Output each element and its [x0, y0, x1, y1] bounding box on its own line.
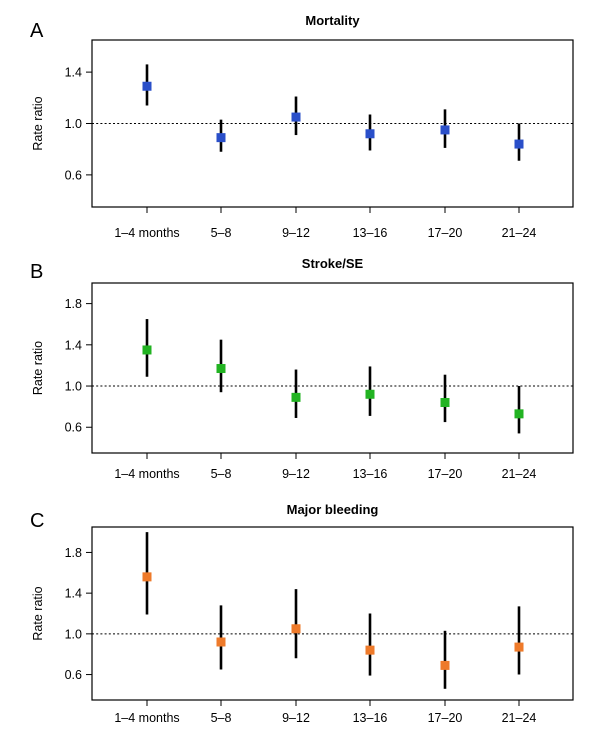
panel-letter: B [30, 261, 43, 283]
x-tick-label: 13–16 [353, 467, 388, 481]
y-tick-label: 0.6 [65, 168, 82, 182]
x-tick-label: 5–8 [211, 711, 232, 725]
x-tick-label: 5–8 [211, 226, 232, 240]
panel-letter: A [30, 20, 44, 42]
data-point [291, 392, 301, 402]
x-tick-label: 17–20 [428, 467, 463, 481]
y-tick-label: 1.8 [65, 546, 82, 560]
data-point [514, 642, 524, 652]
chart-panel-a: A Mortality 0.6 1.0 1.4 Rate ratio 1–4 months 5… [30, 13, 574, 240]
plot-frame [91, 282, 574, 454]
x-tick-label: 21–24 [502, 226, 537, 240]
chart-panel-c: C Major bleeding 0.6 1.0 1.4 1.8 Rate ratio 1–4… [30, 502, 574, 725]
data-point [142, 81, 152, 91]
x-tick-label: 21–24 [502, 711, 537, 725]
chart-title: Mortality [305, 13, 360, 28]
y-tick-label: 1.0 [65, 627, 82, 641]
y-tick-label: 0.6 [65, 668, 82, 682]
x-tick-label: 1–4 months [114, 711, 179, 725]
y-axis-label: Rate ratio [31, 586, 45, 640]
x-tick-label: 9–12 [282, 467, 310, 481]
x-tick-label: 1–4 months [114, 226, 179, 240]
x-tick-label: 13–16 [353, 711, 388, 725]
data-point [514, 139, 524, 149]
x-tick-label: 21–24 [502, 467, 537, 481]
data-point [291, 112, 301, 122]
x-tick-label: 5–8 [211, 467, 232, 481]
chart-title: Major bleeding [287, 502, 379, 517]
data-point [216, 364, 226, 374]
panel-letter: C [30, 510, 44, 532]
y-tick-label: 1.0 [65, 117, 82, 131]
data-point [440, 398, 450, 408]
y-tick-label: 1.4 [65, 338, 82, 352]
data-point [291, 624, 301, 634]
data-point [142, 572, 152, 582]
data-point [216, 133, 226, 143]
y-tick-label: 1.0 [65, 380, 82, 394]
data-point [440, 660, 450, 670]
x-tick-label: 9–12 [282, 226, 310, 240]
y-axis-label: Rate ratio [31, 341, 45, 395]
chart-panel-b: B Stroke/SE 0.6 1.0 1.4 1.8 Rate ratio 1–4 mont… [30, 256, 574, 481]
plot-frame [91, 526, 574, 701]
chart-title: Stroke/SE [302, 256, 364, 271]
data-point [216, 637, 226, 647]
data-point [365, 389, 375, 399]
y-tick-label: 1.4 [65, 587, 82, 601]
data-point [365, 129, 375, 139]
x-tick-label: 13–16 [353, 226, 388, 240]
y-axis-label: Rate ratio [31, 96, 45, 150]
y-tick-label: 0.6 [65, 421, 82, 435]
y-tick-label: 1.8 [65, 297, 82, 311]
x-tick-label: 9–12 [282, 711, 310, 725]
data-point [514, 409, 524, 419]
x-tick-label: 17–20 [428, 711, 463, 725]
data-point [365, 645, 375, 655]
x-tick-label: 17–20 [428, 226, 463, 240]
data-point [142, 345, 152, 355]
data-point [440, 125, 450, 135]
y-tick-label: 1.4 [65, 66, 82, 80]
x-tick-label: 1–4 months [114, 467, 179, 481]
